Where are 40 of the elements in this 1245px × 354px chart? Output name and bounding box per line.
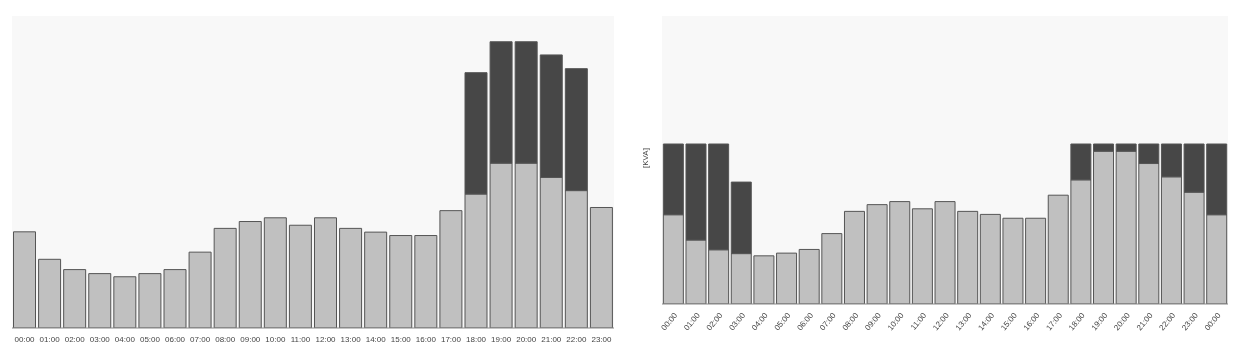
bar xyxy=(213,227,237,328)
x-tick-label: 12:00 xyxy=(315,334,337,344)
bar xyxy=(389,235,413,328)
bar xyxy=(414,235,438,328)
x-tick-label: 19:00 xyxy=(491,334,512,344)
x-tick-label: 05:00 xyxy=(139,334,161,344)
x-tick-label: 07:00 xyxy=(190,334,211,344)
x-tick-label: 11:00 xyxy=(290,334,311,344)
bar xyxy=(13,231,36,328)
bar xyxy=(314,217,338,328)
bar xyxy=(38,258,62,328)
bar xyxy=(88,273,112,328)
x-tick-label: 23:00 xyxy=(591,334,613,344)
x-tick-label: 10:00 xyxy=(265,334,286,344)
bar xyxy=(63,269,87,328)
x-tick-label: 13:00 xyxy=(340,334,362,344)
x-tick-label: 16:00 xyxy=(415,334,437,344)
bar xyxy=(238,221,262,328)
bar xyxy=(339,227,363,328)
x-tick-label: 02:00 xyxy=(64,334,86,344)
bar xyxy=(263,217,287,328)
x-tick-label: 01:00 xyxy=(39,334,61,344)
x-tick-label: 22:00 xyxy=(566,334,587,344)
x-tick-label: 09:00 xyxy=(240,334,261,344)
x-tick-label: 08:00 xyxy=(215,334,236,344)
x-tick-label: 18:00 xyxy=(466,334,487,344)
x-tick-label: 04:00 xyxy=(114,334,136,344)
bar xyxy=(364,231,388,328)
bar xyxy=(288,224,312,328)
y-axis-title: [KVA] xyxy=(641,148,650,168)
x-tick-label: 21:00 xyxy=(541,334,562,344)
x-tick-label: 20:00 xyxy=(516,334,537,344)
x-tick-label: 03:00 xyxy=(89,334,111,344)
x-tick-label: 14:00 xyxy=(365,334,387,344)
x-tick-label: 06:00 xyxy=(165,334,186,344)
x-tick-label: 15:00 xyxy=(390,334,412,344)
x-tick-label: 00:00 xyxy=(14,334,36,344)
x-tick-label: 17:00 xyxy=(440,334,462,344)
bar xyxy=(113,276,137,328)
bar xyxy=(589,206,613,328)
